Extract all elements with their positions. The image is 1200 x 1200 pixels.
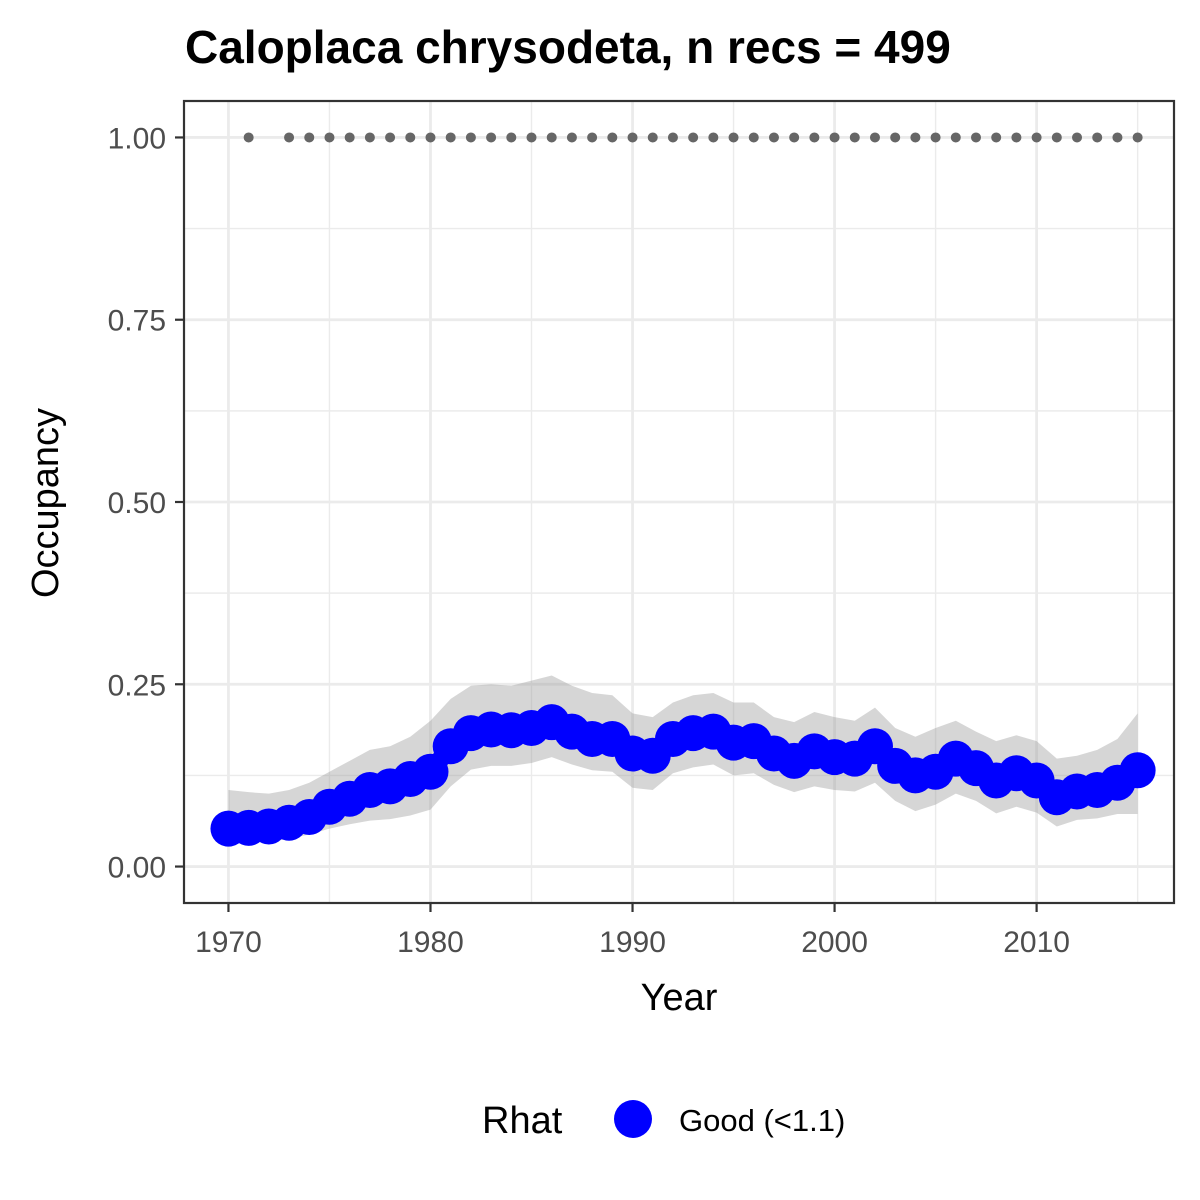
record-marker bbox=[768, 132, 779, 143]
record-marker bbox=[1072, 132, 1083, 143]
record-marker bbox=[849, 132, 860, 143]
record-marker bbox=[627, 132, 638, 143]
x-tick-label: 1990 bbox=[599, 926, 666, 959]
record-marker bbox=[667, 132, 678, 143]
record-year-markers bbox=[243, 132, 1143, 143]
x-axis-title: Year bbox=[641, 977, 718, 1019]
record-marker bbox=[506, 132, 517, 143]
record-marker bbox=[809, 132, 820, 143]
record-marker bbox=[243, 132, 254, 143]
occupancy-point bbox=[412, 753, 449, 790]
record-marker bbox=[748, 132, 759, 143]
record-marker bbox=[284, 132, 295, 143]
y-axis-title: Occupancy bbox=[25, 408, 67, 598]
y-tick-label: 0.25 bbox=[108, 669, 166, 702]
record-marker bbox=[465, 132, 476, 143]
record-marker bbox=[869, 132, 880, 143]
record-marker bbox=[405, 132, 416, 143]
record-marker bbox=[647, 132, 658, 143]
record-marker bbox=[708, 132, 719, 143]
legend-label-good: Good (<1.1) bbox=[679, 1103, 845, 1138]
record-marker bbox=[930, 132, 941, 143]
legend: Rhat Good (<1.1) bbox=[482, 1100, 845, 1142]
occupancy-points bbox=[210, 704, 1156, 847]
record-marker bbox=[526, 132, 537, 143]
occupancy-point bbox=[1119, 752, 1156, 789]
record-marker bbox=[1011, 132, 1022, 143]
y-tick-label: 0.75 bbox=[108, 305, 166, 338]
record-marker bbox=[728, 132, 739, 143]
x-tick-label: 1980 bbox=[397, 926, 464, 959]
record-marker bbox=[1112, 132, 1123, 143]
ribbon-area bbox=[228, 675, 1138, 844]
y-tick-label: 0.00 bbox=[108, 852, 166, 885]
record-marker bbox=[445, 132, 456, 143]
record-marker bbox=[789, 132, 800, 143]
record-marker bbox=[688, 132, 699, 143]
record-marker bbox=[607, 132, 618, 143]
record-marker bbox=[829, 132, 840, 143]
record-marker bbox=[566, 132, 577, 143]
record-marker bbox=[910, 132, 921, 143]
record-marker bbox=[324, 132, 335, 143]
record-marker bbox=[1132, 132, 1143, 143]
x-tick-label: 2000 bbox=[801, 926, 868, 959]
record-marker bbox=[1031, 132, 1042, 143]
record-marker bbox=[1051, 132, 1062, 143]
legend-key-good bbox=[614, 1100, 652, 1138]
record-marker bbox=[304, 132, 315, 143]
record-marker bbox=[971, 132, 981, 143]
record-marker bbox=[486, 132, 497, 143]
x-tick-label: 1970 bbox=[195, 926, 262, 959]
record-marker bbox=[344, 132, 355, 143]
x-axis: 1970 1980 1990 2000 2010 bbox=[195, 903, 1070, 959]
record-marker bbox=[890, 132, 901, 143]
record-marker bbox=[385, 132, 396, 143]
record-marker bbox=[546, 132, 557, 143]
record-marker bbox=[587, 132, 598, 143]
confidence-ribbon bbox=[228, 675, 1138, 844]
record-marker bbox=[364, 132, 375, 143]
y-axis: 0.00 0.25 0.50 0.75 1.00 bbox=[108, 122, 184, 885]
record-marker bbox=[950, 132, 961, 143]
record-marker bbox=[1092, 132, 1103, 143]
chart-title: Caloplaca chrysodeta, n recs = 499 bbox=[185, 21, 951, 73]
record-marker bbox=[991, 132, 1002, 143]
y-tick-label: 1.00 bbox=[108, 122, 166, 155]
y-tick-label: 0.50 bbox=[108, 487, 166, 520]
legend-title: Rhat bbox=[482, 1100, 563, 1142]
x-tick-label: 2010 bbox=[1003, 926, 1070, 959]
record-marker bbox=[425, 132, 436, 143]
